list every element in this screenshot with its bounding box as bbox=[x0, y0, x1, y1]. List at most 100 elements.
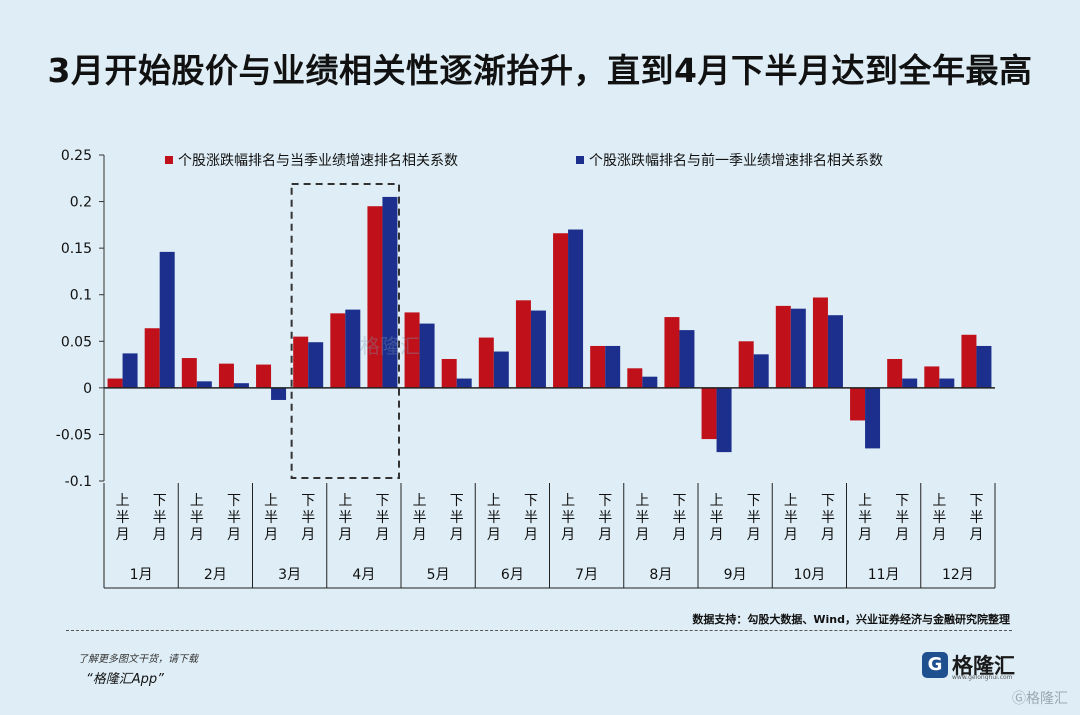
bar-current-quarter bbox=[961, 334, 977, 388]
half-month-label-char: 月 bbox=[635, 527, 649, 543]
bar-current-quarter bbox=[293, 336, 309, 388]
half-month-label-char: 半 bbox=[413, 510, 427, 526]
bar-previous-quarter bbox=[419, 323, 435, 388]
brand-name: 格隆汇 bbox=[952, 654, 1015, 678]
half-month-label-char: 半 bbox=[116, 510, 130, 526]
half-month-label-char: 上 bbox=[190, 493, 204, 509]
month-label: 1月 bbox=[130, 567, 153, 583]
half-month-label-char: 月 bbox=[264, 527, 278, 543]
half-month-label-char: 半 bbox=[487, 510, 501, 526]
half-month-label-char: 半 bbox=[710, 510, 724, 526]
bar-current-quarter bbox=[144, 328, 160, 388]
month-label: 11月 bbox=[868, 567, 900, 583]
bar-previous-quarter bbox=[939, 378, 955, 388]
half-month-label-char: 半 bbox=[747, 510, 761, 526]
half-month-label-char: 半 bbox=[932, 510, 946, 526]
half-month-label-char: 下 bbox=[301, 493, 315, 509]
bar-previous-quarter bbox=[122, 353, 138, 388]
half-month-label-char: 下 bbox=[450, 493, 464, 509]
bar-current-quarter bbox=[404, 312, 420, 388]
bar-current-quarter bbox=[181, 358, 197, 388]
half-month-label-char: 月 bbox=[784, 527, 798, 543]
half-month-label-char: 上 bbox=[784, 493, 798, 509]
half-month-label-char: 月 bbox=[487, 527, 501, 543]
y-tick-label: 0 bbox=[83, 381, 92, 397]
half-month-label-char: 上 bbox=[932, 493, 946, 509]
bar-previous-quarter bbox=[345, 309, 361, 388]
footer-divider bbox=[66, 630, 1012, 631]
half-month-label-char: 月 bbox=[747, 527, 761, 543]
half-month-label-char: 下 bbox=[153, 493, 167, 509]
half-month-label-char: 月 bbox=[710, 527, 724, 543]
bar-current-quarter bbox=[478, 337, 494, 388]
half-month-label-char: 下 bbox=[747, 493, 761, 509]
legend-swatch bbox=[165, 156, 173, 164]
legend-label: 个股涨跌幅排名与前一季业绩增速排名相关系数 bbox=[589, 152, 883, 169]
half-month-label-char: 月 bbox=[821, 527, 835, 543]
bar-previous-quarter bbox=[382, 196, 398, 388]
half-month-label-char: 上 bbox=[264, 493, 278, 509]
bar-current-quarter bbox=[107, 378, 123, 388]
half-month-label-char: 月 bbox=[375, 527, 389, 543]
bar-previous-quarter bbox=[902, 378, 918, 388]
half-month-label-char: 上 bbox=[116, 493, 130, 509]
bar-current-quarter bbox=[515, 300, 531, 388]
bar-current-quarter bbox=[775, 305, 791, 388]
y-tick-label: -0.05 bbox=[56, 427, 92, 443]
half-month-label-char: 半 bbox=[264, 510, 278, 526]
bar-previous-quarter bbox=[716, 387, 732, 453]
half-month-label-char: 下 bbox=[821, 493, 835, 509]
brand-mark-icon: G bbox=[922, 652, 948, 678]
bar-previous-quarter bbox=[271, 387, 287, 400]
bar-previous-quarter bbox=[976, 345, 992, 388]
bar-previous-quarter bbox=[753, 354, 769, 388]
month-label: 7月 bbox=[575, 567, 598, 583]
month-label: 12月 bbox=[942, 567, 974, 583]
half-month-label-char: 月 bbox=[895, 527, 909, 543]
y-tick-label: 0.2 bbox=[70, 195, 92, 211]
half-month-label-char: 月 bbox=[301, 527, 315, 543]
source-note: 数据支持：勾股大数据、Wind，兴业证券经济与金融研究院整理 bbox=[692, 613, 1010, 626]
half-month-label-char: 半 bbox=[450, 510, 464, 526]
bar-current-quarter bbox=[441, 358, 457, 388]
half-month-label-char: 下 bbox=[598, 493, 612, 509]
legend-swatch bbox=[576, 156, 584, 164]
half-month-label-char: 月 bbox=[561, 527, 575, 543]
y-tick-label: 0.15 bbox=[61, 241, 92, 257]
half-month-label-char: 月 bbox=[450, 527, 464, 543]
half-month-label-char: 上 bbox=[413, 493, 427, 509]
half-month-label-char: 下 bbox=[895, 493, 909, 509]
half-month-label-char: 半 bbox=[672, 510, 686, 526]
bar-previous-quarter bbox=[530, 310, 546, 388]
half-month-label-char: 半 bbox=[635, 510, 649, 526]
half-month-label-char: 半 bbox=[190, 510, 204, 526]
half-month-label-char: 半 bbox=[153, 510, 167, 526]
bar-current-quarter bbox=[812, 297, 828, 388]
half-month-label-char: 上 bbox=[487, 493, 501, 509]
bar-previous-quarter bbox=[568, 229, 584, 388]
half-month-label-char: 半 bbox=[969, 510, 983, 526]
bar-previous-quarter bbox=[456, 378, 472, 388]
y-tick-label: 0.25 bbox=[61, 148, 92, 164]
bar-current-quarter bbox=[701, 387, 717, 440]
half-month-label-char: 半 bbox=[821, 510, 835, 526]
bar-current-quarter bbox=[218, 363, 234, 388]
bar-current-quarter bbox=[664, 317, 680, 388]
bar-previous-quarter bbox=[159, 251, 175, 388]
half-month-label-char: 下 bbox=[375, 493, 389, 509]
half-month-label-char: 上 bbox=[858, 493, 872, 509]
half-month-label-char: 月 bbox=[598, 527, 612, 543]
y-tick-label: 0.1 bbox=[70, 288, 92, 304]
month-label: 10月 bbox=[793, 567, 825, 583]
half-month-label-char: 下 bbox=[227, 493, 241, 509]
month-label: 6月 bbox=[501, 567, 524, 583]
half-month-label-char: 月 bbox=[116, 527, 130, 543]
half-month-label-char: 下 bbox=[969, 493, 983, 509]
half-month-label-char: 半 bbox=[375, 510, 389, 526]
bar-previous-quarter bbox=[493, 351, 509, 388]
bar-current-quarter bbox=[738, 341, 754, 388]
y-tick-label: 0.05 bbox=[61, 334, 92, 350]
half-month-label-char: 半 bbox=[561, 510, 575, 526]
half-month-label-char: 半 bbox=[895, 510, 909, 526]
